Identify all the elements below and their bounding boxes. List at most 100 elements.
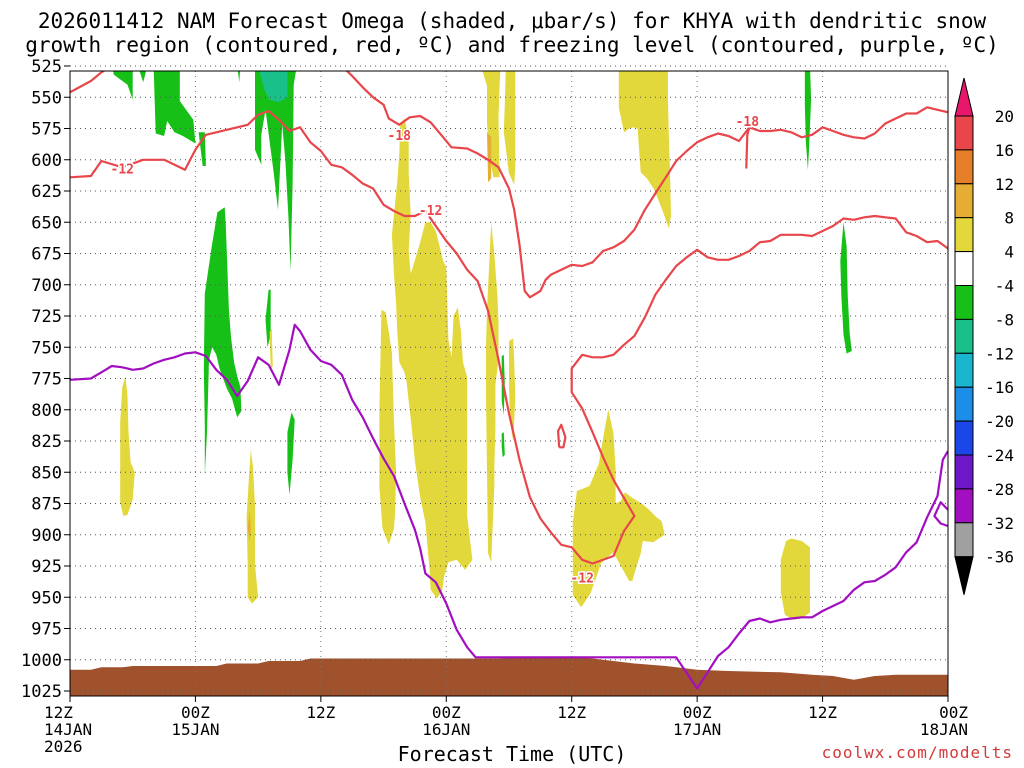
colorbar-label: -12 — [985, 344, 1014, 363]
omega-region — [501, 432, 505, 458]
contour-label: -18 — [388, 129, 412, 144]
y-tick-label: 850 — [31, 463, 62, 483]
x-tick-label: 12Z — [557, 703, 586, 722]
omega-region — [265, 289, 271, 348]
y-tick-label: 625 — [31, 182, 62, 202]
colorbar-segment — [954, 352, 974, 388]
omega-region — [780, 538, 810, 620]
colorbar-label: -8 — [995, 310, 1014, 329]
colorbar-segment — [954, 77, 974, 117]
y-tick-label: 775 — [31, 370, 62, 390]
omega-region — [259, 71, 288, 103]
y-tick-label: 675 — [31, 245, 62, 265]
colorbar-legend: 20 16 12 8 4 -4 -8 -12 -16 -20 -24 -28 -32 -36 — [954, 77, 1014, 595]
colorbar-label: -36 — [985, 548, 1014, 567]
contour-label: -12 — [111, 163, 134, 178]
watermark: coolwx.com/modelts — [821, 743, 1013, 762]
contour-label: -18 — [736, 115, 760, 130]
colorbar-segment — [954, 183, 974, 219]
colorbar-label: -28 — [985, 480, 1014, 499]
y-tick-label: 950 — [31, 588, 62, 608]
colorbar-label: -32 — [985, 514, 1014, 533]
contour-line — [70, 323, 948, 690]
colorbar-label: 8 — [1004, 209, 1014, 228]
contour-line — [933, 501, 948, 528]
omega-region — [572, 409, 665, 608]
omega-region — [120, 376, 135, 516]
omega-region — [379, 309, 397, 545]
colorbar-segment — [954, 522, 974, 558]
colorbar-segment — [954, 285, 974, 320]
omega-region — [237, 71, 241, 83]
x-tick-label: 12Z — [808, 703, 837, 722]
omega-shading — [70, 71, 948, 696]
omega-region — [509, 338, 516, 441]
contour-label: -12 — [570, 571, 593, 586]
x-tick-label: 16JAN — [422, 720, 470, 739]
y-tick-label: 600 — [31, 151, 62, 171]
x-tick-label: 17JAN — [673, 720, 721, 739]
omega-region — [391, 118, 473, 599]
colorbar-label: -16 — [985, 378, 1014, 397]
omega-region — [487, 132, 492, 183]
colorbar-label: 20 — [995, 107, 1014, 126]
colorbar-segment — [954, 556, 974, 595]
omega-region — [480, 71, 501, 178]
colorbar-label: -20 — [985, 412, 1014, 431]
y-tick-label: 575 — [31, 120, 62, 140]
x-tick-label: 00Z — [432, 703, 461, 722]
colorbar-label: -4 — [995, 277, 1014, 296]
contour-line — [345, 71, 948, 299]
omega-region — [287, 412, 295, 495]
colorbar-segment — [954, 488, 974, 524]
contour-labels: -18 -12 -12 -18 -12 — [109, 114, 761, 588]
x-tick-label: 00Z — [683, 703, 712, 722]
colorbar-label: 4 — [1004, 243, 1014, 262]
x-tick-label: 18JAN — [920, 720, 968, 739]
colorbar-segment — [954, 251, 974, 287]
omega-region — [503, 71, 516, 185]
y-axis-ticks: 525 550 575 600 625 650 675 700 725 750 775 800 825 8… — [21, 57, 70, 702]
omega-region — [112, 71, 134, 100]
x-tick-label: 14JAN — [44, 720, 92, 739]
plot-frame — [69, 70, 949, 697]
x-tick-label: 2026 — [44, 737, 83, 756]
contour-line — [556, 423, 567, 449]
y-tick-label: 825 — [31, 432, 62, 452]
omega-region — [804, 71, 812, 170]
x-tick-label: 00Z — [939, 703, 968, 722]
y-tick-label: 900 — [31, 526, 62, 546]
colorbar-segment — [954, 420, 974, 456]
omega-region — [203, 207, 242, 475]
colorbar-segment — [954, 386, 974, 422]
y-tick-label: 725 — [31, 307, 62, 327]
colorbar-label: -24 — [985, 446, 1014, 465]
colorbar-segment — [954, 149, 974, 185]
contour-label: -12 — [419, 204, 442, 219]
colorbar-segment — [954, 454, 974, 490]
y-tick-label: 925 — [31, 557, 62, 577]
omega-region — [153, 71, 196, 144]
y-tick-label: 650 — [31, 213, 62, 233]
y-tick-label: 1000 — [21, 651, 62, 671]
colorbar-segment — [954, 115, 974, 151]
y-tick-label: 750 — [31, 338, 62, 358]
omega-region — [246, 449, 259, 604]
omega-region — [139, 71, 147, 83]
chart-title-line-2: growth region (contoured, red, ºC) and f… — [25, 33, 999, 57]
omega-region — [247, 509, 251, 541]
colorbar-label: 16 — [995, 141, 1014, 160]
contour-line — [70, 71, 106, 94]
omega-region — [486, 222, 499, 563]
x-tick-label: 12Z — [44, 703, 73, 722]
chart-title-line-1: 2026011412 NAM Forecast Omega (shaded, μ… — [37, 9, 987, 33]
x-tick-label: 12Z — [306, 703, 335, 722]
omega-region — [269, 328, 273, 370]
x-axis-label: Forecast Time (UTC) — [397, 742, 627, 766]
omega-region — [840, 222, 852, 354]
x-tick-label: 15JAN — [171, 720, 219, 739]
contour-lines — [70, 71, 948, 690]
y-tick-label: 975 — [31, 620, 62, 640]
